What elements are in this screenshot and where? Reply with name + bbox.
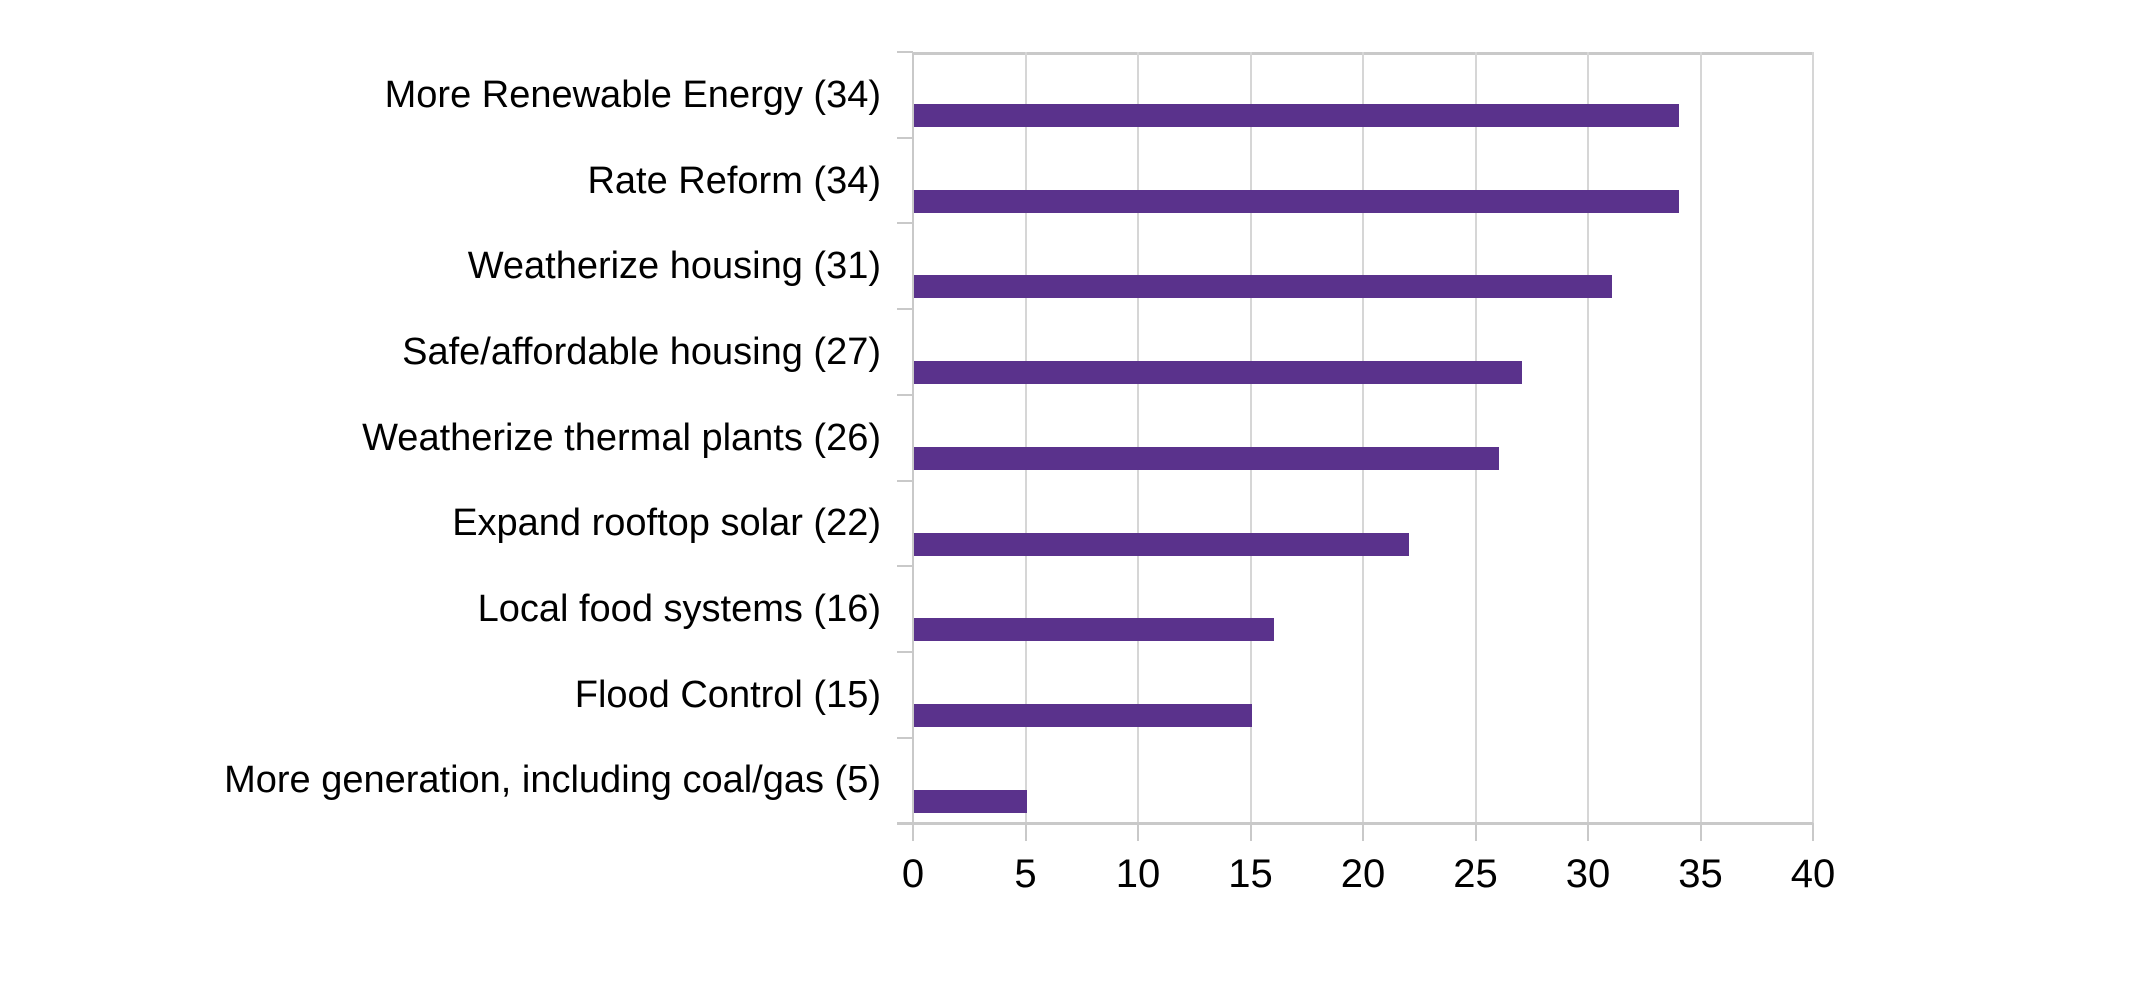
x-tick-label: 15 xyxy=(1228,852,1273,896)
category-label: Flood Control (15) xyxy=(574,674,881,716)
x-tick-label: 10 xyxy=(1115,852,1161,896)
x-axis-line xyxy=(897,822,1813,826)
bar xyxy=(914,533,1409,556)
category-label: Local food systems (16) xyxy=(477,588,881,630)
x-tick-label: 40 xyxy=(1790,852,1836,896)
x-tick-mark xyxy=(1024,823,1027,842)
bar xyxy=(914,618,1274,641)
bar xyxy=(914,104,1679,127)
bar xyxy=(914,447,1499,470)
gridline xyxy=(1699,52,1702,824)
y-tick-mark xyxy=(897,51,913,53)
x-tick-mark xyxy=(1699,823,1702,842)
y-tick-mark xyxy=(897,479,913,482)
y-tick-mark xyxy=(897,650,913,653)
gridline xyxy=(1249,52,1252,824)
y-tick-mark xyxy=(897,308,913,311)
category-label: Weatherize housing (31) xyxy=(467,245,881,287)
bar xyxy=(914,190,1679,213)
y-tick-mark xyxy=(897,565,913,568)
category-label: More generation, including coal/gas (5) xyxy=(224,759,881,801)
x-tick-mark xyxy=(1474,823,1477,842)
x-tick-mark xyxy=(1812,823,1814,842)
y-tick-mark xyxy=(897,222,913,225)
x-tick-mark xyxy=(1362,823,1364,842)
bar xyxy=(914,704,1252,727)
y-tick-mark xyxy=(897,136,913,139)
x-tick-mark xyxy=(1249,823,1252,842)
x-tick-mark xyxy=(1587,823,1589,842)
category-label: Weatherize thermal plants (26) xyxy=(362,417,881,459)
gridline xyxy=(1024,52,1027,824)
category-label: More Renewable Energy (34) xyxy=(384,74,881,116)
x-tick-mark xyxy=(912,823,914,842)
x-tick-label: 20 xyxy=(1340,852,1386,896)
gridline xyxy=(1137,52,1139,824)
x-tick-mark xyxy=(1137,823,1139,842)
bar xyxy=(914,361,1522,384)
y-tick-mark xyxy=(897,393,913,396)
gridline xyxy=(1362,52,1364,824)
category-label: Expand rooftop solar (22) xyxy=(452,502,881,544)
gridline xyxy=(1812,52,1814,824)
bar xyxy=(914,790,1027,813)
y-tick-mark xyxy=(897,736,913,739)
gridline xyxy=(1587,52,1589,824)
category-label: Rate Reform (34) xyxy=(587,160,881,202)
x-tick-label: 25 xyxy=(1453,852,1498,896)
x-tick-label: 5 xyxy=(1014,852,1037,896)
x-tick-label: 0 xyxy=(901,852,925,896)
x-tick-label: 35 xyxy=(1678,852,1723,896)
y-axis-line xyxy=(912,52,914,824)
category-label: Safe/affordable housing (27) xyxy=(402,331,881,373)
bar xyxy=(914,275,1612,298)
x-tick-label: 30 xyxy=(1565,852,1611,896)
y-tick-mark xyxy=(897,822,913,825)
gridline xyxy=(1474,52,1477,824)
